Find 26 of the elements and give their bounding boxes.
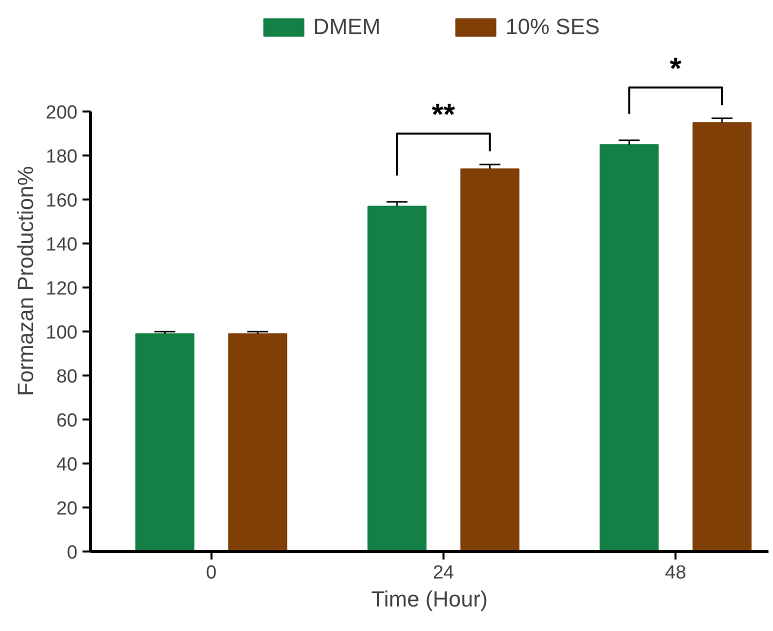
x-tick-label: 24 bbox=[432, 562, 454, 584]
y-tick-label: 80 bbox=[56, 366, 78, 388]
legend-label: DMEM bbox=[313, 14, 381, 40]
y-tick-label: 100 bbox=[46, 322, 78, 344]
bar bbox=[228, 333, 288, 552]
x-axis-title: Time (Hour) bbox=[371, 586, 488, 612]
bar bbox=[367, 206, 427, 552]
y-tick-label: 180 bbox=[46, 146, 78, 168]
bar bbox=[460, 168, 520, 552]
y-tick-label: 60 bbox=[56, 410, 78, 432]
bar bbox=[692, 122, 752, 552]
y-tick-label: 140 bbox=[46, 234, 78, 256]
annotation: ** bbox=[432, 98, 456, 132]
y-tick-label: 0 bbox=[66, 542, 78, 564]
y-tick-label: 40 bbox=[56, 454, 78, 476]
y-tick-label: 200 bbox=[46, 102, 78, 124]
y-tick-label: 120 bbox=[46, 278, 78, 300]
y-tick-label: 20 bbox=[56, 498, 78, 520]
y-tick-label: 160 bbox=[46, 190, 78, 212]
text: * bbox=[670, 52, 682, 86]
x-tick-label: 0 bbox=[206, 562, 217, 584]
y-axis-title: Formazan Production% bbox=[12, 166, 38, 396]
bar bbox=[600, 144, 659, 552]
bar bbox=[135, 333, 194, 552]
legend-label: 10% SES bbox=[506, 14, 600, 40]
x-tick-label: 48 bbox=[665, 562, 686, 584]
